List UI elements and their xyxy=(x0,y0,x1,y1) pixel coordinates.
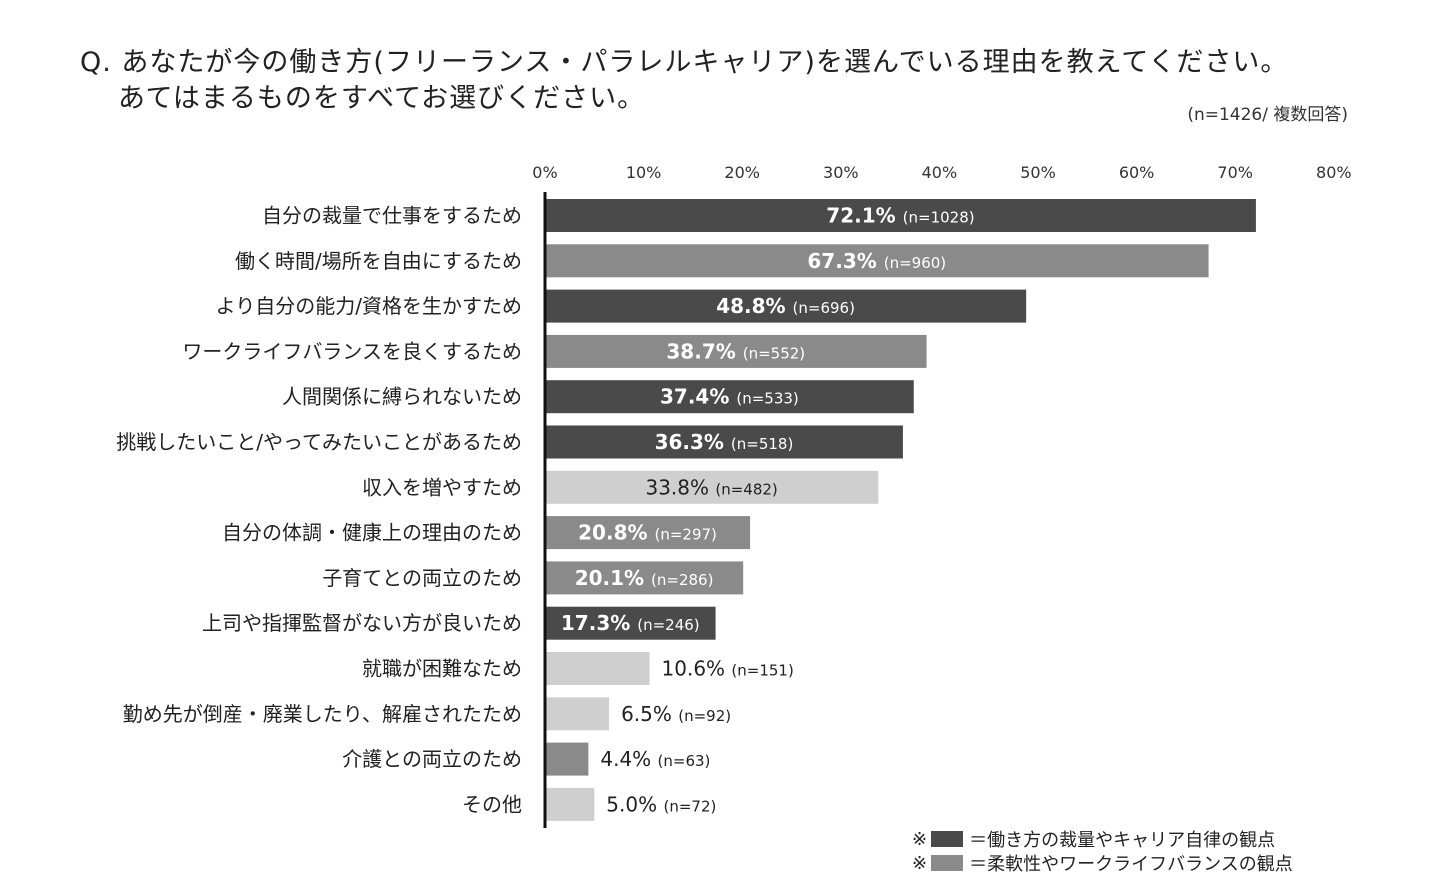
category-label: 自分の体調・健康上の理由のため xyxy=(222,521,522,545)
data-label-n: (n=151) xyxy=(731,662,793,680)
data-label: 10.6% (n=151) xyxy=(662,657,794,681)
data-label-percent: 38.7% xyxy=(666,339,742,363)
data-label-n: (n=696) xyxy=(793,299,855,317)
question-line-2: あてはまるものをすべてお選びください。 xyxy=(118,83,646,114)
data-label: 37.4% (n=533) xyxy=(660,385,799,409)
data-label-percent: 67.3% xyxy=(807,249,883,273)
data-label: 33.8% (n=482) xyxy=(645,475,777,499)
category-label: 収入を増やすため xyxy=(362,475,522,499)
data-label-n: (n=297) xyxy=(655,526,717,544)
category-label: 働く時間/場所を自由にするため xyxy=(235,249,522,273)
legend-item-autonomy: ※ ＝働き方の裁量やキャリア自律の観点 xyxy=(912,826,1275,852)
data-label-percent: 17.3% xyxy=(561,611,637,635)
data-label: 48.8% (n=696) xyxy=(716,294,855,318)
x-tick-label: 10% xyxy=(626,163,662,182)
data-label: 6.5% (n=92) xyxy=(621,702,731,726)
bar xyxy=(545,742,589,776)
bar xyxy=(545,606,716,640)
data-label-n: (n=960) xyxy=(884,254,946,272)
data-label-percent: 20.1% xyxy=(575,566,651,590)
category-label: 子育てとの両立のため xyxy=(322,566,522,590)
data-label-n: (n=92) xyxy=(678,707,731,725)
bar xyxy=(545,380,914,414)
x-tick-label: 80% xyxy=(1316,163,1352,182)
x-tick-label: 50% xyxy=(1020,163,1056,182)
data-label-percent: 72.1% xyxy=(826,204,902,228)
legend-mark: ※ xyxy=(912,852,928,874)
data-label: 5.0% (n=72) xyxy=(606,792,716,816)
category-label: 自分の裁量で仕事をするため xyxy=(262,204,522,228)
question-line-1: Q. あなたが今の働き方(フリーランス・パラレルキャリア)を選んでいる理由を教え… xyxy=(80,47,1289,78)
data-label-n: (n=63) xyxy=(658,752,711,770)
bar xyxy=(545,199,1256,232)
data-label: 20.8% (n=297) xyxy=(578,521,717,545)
data-label-percent: 48.8% xyxy=(716,294,792,318)
x-tick-label: 30% xyxy=(823,163,859,182)
legend-label-flexibility: ＝柔軟性やワークライフバランスの観点 xyxy=(969,854,1293,875)
bar xyxy=(545,787,595,821)
data-label-percent: 5.0% xyxy=(606,792,663,816)
bar xyxy=(545,697,610,731)
data-label-n: (n=286) xyxy=(651,571,713,589)
category-label: 人間関係に縛られないため xyxy=(282,385,522,409)
data-label: 36.3% (n=518) xyxy=(655,430,794,454)
data-label: 38.7% (n=552) xyxy=(666,339,805,363)
data-label-percent: 36.3% xyxy=(655,430,731,454)
x-tick-label: 60% xyxy=(1119,163,1155,182)
category-label: 勤め先が倒産・廃業したり、解雇されたため xyxy=(123,702,522,726)
category-label: より自分の能力/資格を生かすため xyxy=(216,294,522,318)
category-label: ワークライフバランスを良くするため xyxy=(182,339,522,363)
data-label-percent: 33.8% xyxy=(645,475,715,499)
data-label-n: (n=482) xyxy=(715,480,777,498)
bar xyxy=(545,470,879,504)
bar xyxy=(545,516,751,550)
data-label-percent: 37.4% xyxy=(660,385,736,409)
data-label: 72.1% (n=1028) xyxy=(826,204,974,228)
data-label: 4.4% (n=63) xyxy=(600,747,710,771)
category-label: 挑戦したいこと/やってみたいことがあるため xyxy=(116,430,522,454)
data-label-n: (n=518) xyxy=(731,435,793,453)
data-label-n: (n=72) xyxy=(663,797,716,815)
data-label-percent: 20.8% xyxy=(578,521,654,545)
legend-swatch-flexibility xyxy=(931,855,964,871)
sample-size-note: (n=1426/ 複数回答) xyxy=(1187,105,1348,125)
data-label: 20.1% (n=286) xyxy=(575,566,714,590)
legend-item-flexibility: ※ ＝柔軟性やワークライフバランスの観点 xyxy=(912,850,1293,876)
bar xyxy=(545,652,650,685)
data-label: 17.3% (n=246) xyxy=(561,611,700,635)
bar xyxy=(545,334,927,368)
x-tick-label: 70% xyxy=(1217,163,1253,182)
data-label-n: (n=1028) xyxy=(903,209,975,227)
legend-swatch-autonomy xyxy=(931,831,964,847)
category-label: その他 xyxy=(462,792,522,816)
category-label: 上司や指揮監督がない方が良いため xyxy=(202,611,522,635)
data-label-n: (n=533) xyxy=(736,390,798,408)
bar xyxy=(545,561,744,595)
data-label-percent: 6.5% xyxy=(621,702,678,726)
data-label-percent: 4.4% xyxy=(600,747,657,771)
data-label-n: (n=246) xyxy=(637,616,699,634)
legend-label-autonomy: ＝働き方の裁量やキャリア自律の観点 xyxy=(969,830,1276,851)
bar xyxy=(545,244,1209,278)
legend-mark: ※ xyxy=(912,828,928,850)
data-label: 67.3% (n=960) xyxy=(807,249,946,273)
data-label-n: (n=552) xyxy=(743,344,805,362)
data-label-percent: 10.6% xyxy=(662,657,732,681)
x-tick-label: 20% xyxy=(724,163,760,182)
x-tick-label: 0% xyxy=(532,163,557,182)
bar xyxy=(545,425,903,459)
category-label: 介護との両立のため xyxy=(342,747,522,771)
x-tick-label: 40% xyxy=(922,163,958,182)
category-label: 就職が困難なため xyxy=(362,657,522,681)
bar xyxy=(545,289,1027,323)
